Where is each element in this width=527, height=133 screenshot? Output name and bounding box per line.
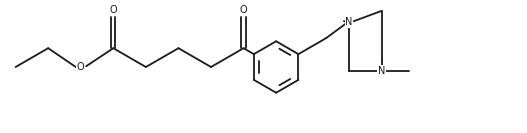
Text: O: O [240, 5, 247, 15]
Text: O: O [77, 62, 84, 72]
Text: O: O [110, 5, 117, 15]
Text: N: N [345, 17, 353, 27]
Text: N: N [378, 66, 385, 76]
